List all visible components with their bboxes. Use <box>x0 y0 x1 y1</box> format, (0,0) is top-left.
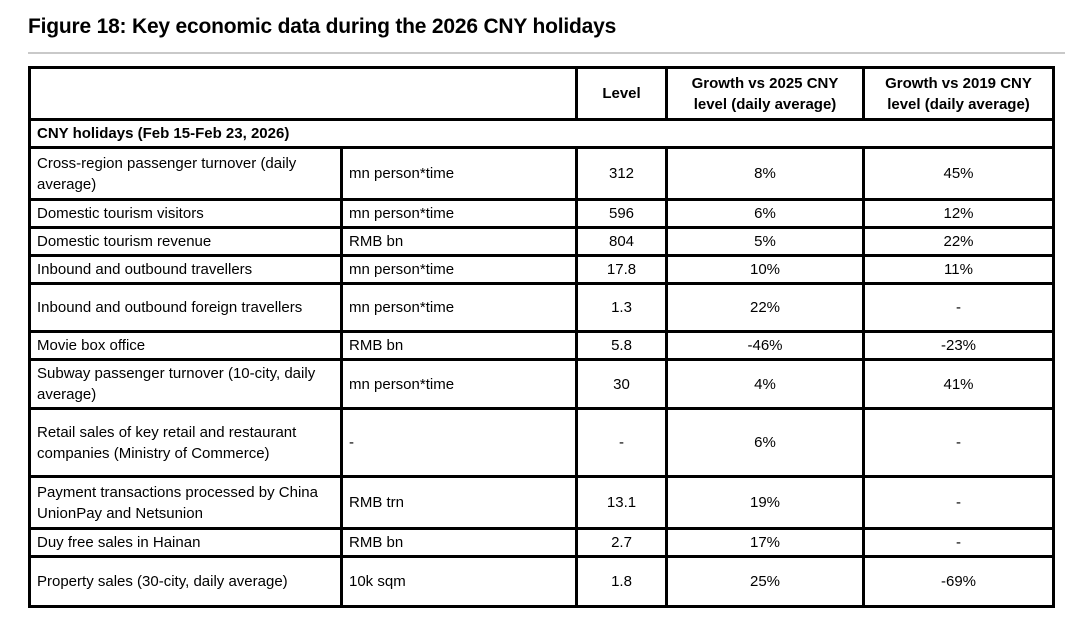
row-growth-2025: 22% <box>665 282 865 333</box>
row-growth-2025: 6% <box>665 198 865 229</box>
row-label: Cross-region passenger turnover (daily a… <box>28 146 343 201</box>
row-growth-2025: 6% <box>665 407 865 478</box>
table-row: Cross-region passenger turnover (daily a… <box>28 146 1055 201</box>
title-divider <box>28 52 1065 54</box>
row-growth-2025: -46% <box>665 330 865 361</box>
section-row: CNY holidays (Feb 15-Feb 23, 2026) <box>28 118 1055 149</box>
row-unit: RMB bn <box>340 527 578 558</box>
economic-data-table: Level Growth vs 2025 CNY level (daily av… <box>28 66 1055 608</box>
row-growth-2025: 5% <box>665 226 865 257</box>
row-unit: mn person*time <box>340 358 578 410</box>
row-label: Property sales (30-city, daily average) <box>28 555 343 608</box>
table-row: Payment transactions processed by China … <box>28 475 1055 530</box>
row-label: Duy free sales in Hainan <box>28 527 343 558</box>
row-growth-2019: -23% <box>862 330 1055 361</box>
row-label: Payment transactions processed by China … <box>28 475 343 530</box>
table-row: Domestic tourism revenue RMB bn 804 5% 2… <box>28 226 1055 257</box>
row-level: 1.3 <box>575 282 668 333</box>
row-label: Inbound and outbound travellers <box>28 254 343 285</box>
figure-title: Figure 18: Key economic data during the … <box>28 15 617 38</box>
table-row: Subway passenger turnover (10-city, dail… <box>28 358 1055 410</box>
row-growth-2019: 12% <box>862 198 1055 229</box>
row-level: 1.8 <box>575 555 668 608</box>
row-unit: mn person*time <box>340 282 578 333</box>
table-row: Inbound and outbound travellers mn perso… <box>28 254 1055 285</box>
row-unit: - <box>340 407 578 478</box>
row-growth-2019: - <box>862 407 1055 478</box>
row-label: Subway passenger turnover (10-city, dail… <box>28 358 343 410</box>
row-unit: RMB bn <box>340 330 578 361</box>
table-row: Duy free sales in Hainan RMB bn 2.7 17% … <box>28 527 1055 558</box>
row-level: 30 <box>575 358 668 410</box>
row-growth-2019: 41% <box>862 358 1055 410</box>
header-growth-2019: Growth vs 2019 CNY level (daily average) <box>862 66 1055 121</box>
row-level: 804 <box>575 226 668 257</box>
row-growth-2019: - <box>862 475 1055 530</box>
table-row: Retail sales of key retail and restauran… <box>28 407 1055 478</box>
row-growth-2025: 25% <box>665 555 865 608</box>
row-level: 13.1 <box>575 475 668 530</box>
row-label: Inbound and outbound foreign travellers <box>28 282 343 333</box>
row-unit: mn person*time <box>340 254 578 285</box>
row-label: Movie box office <box>28 330 343 361</box>
row-growth-2025: 8% <box>665 146 865 201</box>
row-unit: RMB trn <box>340 475 578 530</box>
row-level: 596 <box>575 198 668 229</box>
row-growth-2019: -69% <box>862 555 1055 608</box>
table-row: Property sales (30-city, daily average) … <box>28 555 1055 608</box>
row-unit: mn person*time <box>340 198 578 229</box>
row-level: 17.8 <box>575 254 668 285</box>
row-unit: RMB bn <box>340 226 578 257</box>
row-unit: mn person*time <box>340 146 578 201</box>
row-level: 2.7 <box>575 527 668 558</box>
row-unit: 10k sqm <box>340 555 578 608</box>
row-growth-2019: 11% <box>862 254 1055 285</box>
row-growth-2019: 22% <box>862 226 1055 257</box>
row-growth-2025: 4% <box>665 358 865 410</box>
row-level: 312 <box>575 146 668 201</box>
row-growth-2019: 45% <box>862 146 1055 201</box>
row-level: 5.8 <box>575 330 668 361</box>
header-blank-cell <box>28 66 578 121</box>
row-label: Retail sales of key retail and restauran… <box>28 407 343 478</box>
table-row: Inbound and outbound foreign travellers … <box>28 282 1055 333</box>
table-row: Domestic tourism visitors mn person*time… <box>28 198 1055 229</box>
row-label: Domestic tourism visitors <box>28 198 343 229</box>
header-level: Level <box>575 66 668 121</box>
section-title: CNY holidays (Feb 15-Feb 23, 2026) <box>28 118 1055 149</box>
table-row: Movie box office RMB bn 5.8 -46% -23% <box>28 330 1055 361</box>
table-header-row: Level Growth vs 2025 CNY level (daily av… <box>28 66 1055 121</box>
row-growth-2019: - <box>862 282 1055 333</box>
row-label: Domestic tourism revenue <box>28 226 343 257</box>
row-growth-2025: 17% <box>665 527 865 558</box>
row-level: - <box>575 407 668 478</box>
header-growth-2025: Growth vs 2025 CNY level (daily average) <box>665 66 865 121</box>
row-growth-2025: 10% <box>665 254 865 285</box>
row-growth-2019: - <box>862 527 1055 558</box>
row-growth-2025: 19% <box>665 475 865 530</box>
